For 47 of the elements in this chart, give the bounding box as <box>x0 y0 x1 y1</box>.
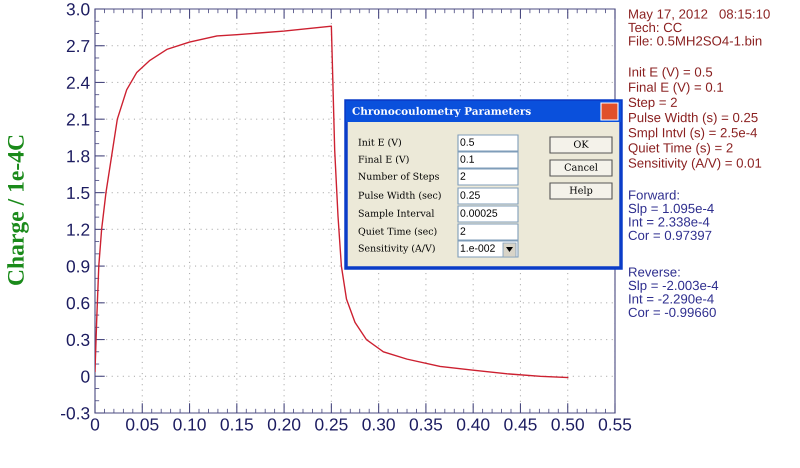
annotation: OK <box>574 140 589 148</box>
text: May 17, 2012 08:15:10 Tech: CC File: 0.5MH2SO4-1.bin <box>628 9 770 46</box>
annotation: 2 <box>460 172 466 180</box>
x-tick-label: 0 <box>90 418 100 431</box>
y-tick-label: 0.3 <box>66 334 90 346</box>
annotation: Sensitivity (A/V) <box>358 244 435 254</box>
annotation: Init E (V) <box>358 138 401 148</box>
x-tick-label: 0.40 <box>456 418 490 431</box>
annotation: 0.1 <box>460 155 474 163</box>
x-tick-label: 0.55 <box>598 418 632 431</box>
y-tick-label: 2.7 <box>66 40 90 52</box>
annotation: 0.25 <box>460 191 480 199</box>
y-tick-label: 1.8 <box>67 150 90 162</box>
x-tick-label: 0.05 <box>126 418 158 431</box>
annotation: 1.e-002 <box>460 244 495 252</box>
y-tick-label: 2.1 <box>66 113 90 126</box>
y-tick-label: 3.0 <box>66 3 90 16</box>
x-tick-label: 0.10 <box>173 418 206 431</box>
x-tick-label: 0.25 <box>315 418 348 431</box>
annotation: 2 <box>460 227 466 235</box>
annotation: Chronocoulometry Parameters <box>352 106 531 118</box>
y-axis-title: Charge / 1e-4C <box>7 136 29 285</box>
y-tick-label: 0.9 <box>66 260 90 273</box>
x-tick-label: 0.20 <box>268 418 300 431</box>
annotation: Help <box>570 186 592 196</box>
text: Init E (V) = 0.5 Final E (V) = 0.1 Step = 2 Pulse Width (s) = 0.25 Smpl Intvl (s) = 2.5e-4 Quiet Time (s) = 2 Sensitivity (A/V) = 0.01 <box>628 67 762 170</box>
annotation: Sample Interval <box>358 209 434 219</box>
annotation: Final E (V) <box>358 155 409 164</box>
y-tick-label: 1.2 <box>67 224 90 236</box>
x-tick-label: 0.50 <box>552 418 584 431</box>
x-tick-label: 0.35 <box>410 418 442 431</box>
y-tick-label: 2.4 <box>66 76 90 89</box>
text: Forward: Slp = 1.095e-4 Int = 2.338e-4 Cor = 0.97397 <box>628 190 714 240</box>
annotation: Pulse Width (sec) <box>358 191 441 200</box>
annotation: 0.5 <box>460 138 474 146</box>
annotation: Cancel <box>564 163 598 171</box>
y-tick-label: 0 <box>81 370 90 383</box>
x-tick-label: 0.30 <box>362 418 395 431</box>
y-tick-label: 1.5 <box>67 186 90 200</box>
text: Reverse: Slp = -2.003e-4 Int = -2.290e-4 Cor = -0.99660 <box>628 267 718 318</box>
annotation: Quiet Time (sec) <box>358 227 436 236</box>
y-tick-label: -0.3 <box>60 407 90 420</box>
annotation: Number of Steps <box>358 172 439 182</box>
y-tick-label: 0.6 <box>66 296 90 310</box>
x-tick-label: 0.15 <box>220 418 253 431</box>
x-tick-label: 0.45 <box>504 418 537 431</box>
annotation: 0.00025 <box>460 209 498 217</box>
